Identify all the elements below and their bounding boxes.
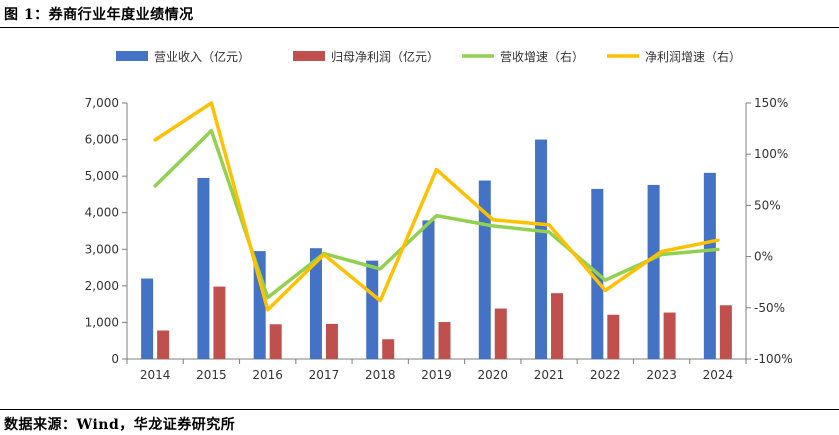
right-tick-label: -50% bbox=[754, 301, 785, 315]
left-tick-label: 7,000 bbox=[85, 96, 119, 110]
left-tick-label: 5,000 bbox=[85, 169, 119, 183]
bottom-rule bbox=[0, 409, 839, 410]
revenue-bar bbox=[647, 184, 660, 359]
revenue-bar bbox=[197, 177, 210, 359]
right-tick-label: -100% bbox=[754, 352, 793, 366]
net-profit-bar bbox=[551, 293, 564, 359]
legend-label: 净利润增速（右） bbox=[645, 49, 741, 64]
x-tick-label: 2014 bbox=[140, 368, 171, 382]
left-tick-label: 1,000 bbox=[85, 315, 119, 329]
left-tick-label: 3,000 bbox=[85, 242, 119, 256]
net-profit-bar bbox=[325, 323, 338, 359]
x-tick-label: 2017 bbox=[309, 368, 340, 382]
left-tick-label: 2,000 bbox=[85, 279, 119, 293]
x-tick-label: 2016 bbox=[252, 368, 283, 382]
x-tick-label: 2019 bbox=[421, 368, 452, 382]
net-profit-bar bbox=[663, 312, 676, 359]
right-tick-label: 150% bbox=[754, 96, 788, 110]
revenue-bar bbox=[535, 139, 548, 359]
right-tick-label: 0% bbox=[754, 250, 773, 264]
revenue-bar bbox=[422, 220, 435, 359]
legend-swatch bbox=[293, 51, 325, 61]
x-tick-label: 2023 bbox=[646, 368, 677, 382]
net-profit-bar bbox=[607, 314, 620, 359]
x-tick-label: 2024 bbox=[703, 368, 734, 382]
x-tick-label: 2018 bbox=[365, 368, 396, 382]
net-profit-bar bbox=[494, 308, 507, 359]
x-tick-label: 2021 bbox=[534, 368, 565, 382]
legend-label: 营收增速（右） bbox=[500, 49, 584, 64]
x-tick-label: 2022 bbox=[590, 368, 621, 382]
top-rule bbox=[0, 27, 839, 28]
legend-label: 营业收入（亿元） bbox=[154, 49, 250, 64]
source-note: 数据来源：Wind，华龙证券研究所 bbox=[4, 417, 236, 433]
legend-swatch bbox=[116, 51, 148, 61]
net-profit-bar bbox=[438, 322, 451, 359]
net-profit-bar bbox=[269, 324, 282, 359]
right-tick-label: 50% bbox=[754, 198, 781, 212]
x-tick-label: 2015 bbox=[196, 368, 227, 382]
net-profit-growth-line bbox=[153, 101, 720, 312]
net-profit-bar bbox=[719, 305, 732, 359]
left-tick-label: 4,000 bbox=[85, 206, 119, 220]
net-profit-bar bbox=[382, 339, 395, 359]
right-tick-label: 100% bbox=[754, 147, 788, 161]
revenue-bar bbox=[366, 260, 379, 359]
net-profit-bar bbox=[213, 286, 226, 359]
left-tick-label: 6,000 bbox=[85, 133, 119, 147]
revenue-bar bbox=[309, 248, 322, 359]
left-tick-label: 0 bbox=[111, 352, 119, 366]
revenue-bar bbox=[703, 172, 716, 359]
legend-label: 归母净利润（亿元） bbox=[331, 49, 439, 64]
x-tick-label: 2020 bbox=[477, 368, 508, 382]
chart: 0 1,000 2,000 3,000 4,000 5,000 6,000 7,000 -100… bbox=[85, 49, 793, 382]
figure-title: 图 1：券商行业年度业绩情况 bbox=[4, 7, 194, 23]
revenue-bar bbox=[141, 278, 154, 359]
net-profit-bar bbox=[157, 330, 170, 359]
